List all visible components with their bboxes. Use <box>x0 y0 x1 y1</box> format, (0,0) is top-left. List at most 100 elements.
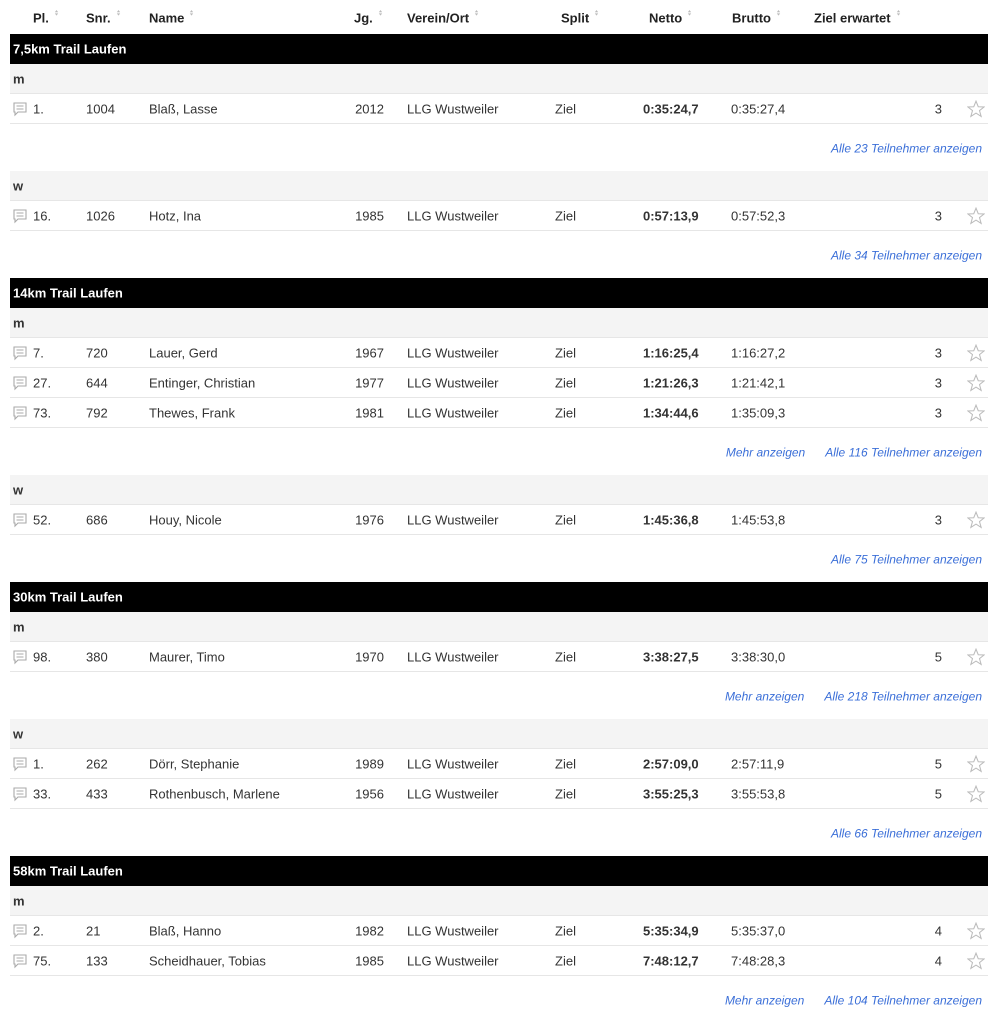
column-header[interactable]: Split <box>561 7 601 25</box>
show-more-link[interactable]: Alle 116 Teilnehmer anzeigen <box>825 445 982 459</box>
column-header[interactable]: Verein/Ort <box>407 7 481 25</box>
comment-icon[interactable] <box>12 953 28 969</box>
comment-icon[interactable] <box>12 512 28 528</box>
cell: Blaß, Hanno <box>149 923 222 938</box>
show-more-link[interactable]: Mehr anzeigen <box>725 445 806 459</box>
comment-icon[interactable] <box>12 208 28 224</box>
show-more-link[interactable]: Alle 66 Teilnehmer anzeigen <box>831 826 982 840</box>
cell: 75. <box>33 953 52 968</box>
group-row: w <box>10 171 988 201</box>
comment-icon[interactable] <box>12 101 28 117</box>
cell: 1:21:42,1 <box>731 375 786 390</box>
comment-icon[interactable] <box>12 786 28 802</box>
cell: 1956 <box>355 786 384 801</box>
links-row: Alle 23 Teilnehmer anzeigen <box>10 124 988 171</box>
sort-icon[interactable] <box>376 7 385 18</box>
comment-icon[interactable] <box>12 923 28 939</box>
race-title: 7,5km Trail Laufen <box>13 41 127 57</box>
cell: Rothenbusch, Marlene <box>149 786 280 801</box>
cell: 5 <box>934 786 942 801</box>
links: Mehr anzeigen Alle 218 Teilnehmer anzeige… <box>705 688 982 703</box>
sort-icon[interactable] <box>472 7 481 18</box>
cell: 98. <box>33 649 52 664</box>
cell: Ziel <box>555 405 576 420</box>
column-header[interactable]: Snr. <box>86 7 123 25</box>
links-row: Alle 66 Teilnehmer anzeigen <box>10 809 988 856</box>
cell: 1:45:36,8 <box>643 512 699 527</box>
race-bar: 58km Trail Laufen <box>10 856 988 886</box>
show-more-link[interactable]: Alle 23 Teilnehmer anzeigen <box>831 141 982 155</box>
result-row: 73. 792 Thewes, Frank 1981 LLG Wustweiler Zie… <box>10 398 988 428</box>
cell: 2012 <box>355 101 384 116</box>
group-label: m <box>13 893 25 908</box>
favorite-star[interactable] <box>967 403 985 422</box>
comment-icon[interactable] <box>12 649 28 665</box>
show-more-link[interactable]: Alle 104 Teilnehmer anzeigen <box>824 993 982 1007</box>
column-header[interactable]: Ziel erwartet <box>814 7 903 25</box>
cell: 3 <box>934 208 942 223</box>
cell: 1985 <box>355 208 384 223</box>
result-row: 1. 262 Dörr, Stephanie 1989 LLG Wustweiler Zi… <box>10 749 988 779</box>
show-more-link[interactable]: Alle 75 Teilnehmer anzeigen <box>831 552 982 566</box>
favorite-star[interactable] <box>967 343 985 362</box>
cell: LLG Wustweiler <box>407 208 499 223</box>
cell: 1. <box>33 756 44 771</box>
result-row: 33. 433 Rothenbusch, Marlene 1956 LLG Wustwe… <box>10 779 988 809</box>
cell: Ziel <box>555 923 576 938</box>
cell: 1:35:09,3 <box>731 405 786 420</box>
cell: 433 <box>86 786 108 801</box>
comment-icon[interactable] <box>12 756 28 772</box>
show-more-link[interactable]: Mehr anzeigen <box>724 993 805 1007</box>
cell: 7. <box>33 345 44 360</box>
sort-icon[interactable] <box>592 7 601 18</box>
favorite-star[interactable] <box>967 754 985 773</box>
cell: LLG Wustweiler <box>407 375 499 390</box>
show-more-link[interactable]: Alle 218 Teilnehmer anzeigen <box>824 689 982 703</box>
group-label: w <box>13 726 24 741</box>
cell: LLG Wustweiler <box>407 649 499 664</box>
column-header[interactable]: Pl. <box>33 7 61 25</box>
cell: 1026 <box>86 208 115 223</box>
links-row: Mehr anzeigen Alle 218 Teilnehmer anzeige… <box>10 672 988 719</box>
favorite-star[interactable] <box>967 647 985 666</box>
sort-icon[interactable] <box>774 7 783 18</box>
favorite-star[interactable] <box>967 206 985 225</box>
sort-icon[interactable] <box>187 7 196 18</box>
favorite-star[interactable] <box>967 99 985 118</box>
cell: 0:57:52,3 <box>731 208 786 223</box>
cell: 1982 <box>355 923 384 938</box>
sort-icon[interactable] <box>894 7 903 18</box>
favorite-star[interactable] <box>967 373 985 392</box>
comment-icon[interactable] <box>12 375 28 391</box>
cell: 1:16:25,4 <box>643 345 699 360</box>
result-row: 27. 644 Entinger, Christian 1977 LLG Wustwei… <box>10 368 988 398</box>
cell: 33. <box>33 786 52 801</box>
cell: 3 <box>934 512 942 527</box>
cell: 3 <box>934 375 942 390</box>
comment-icon[interactable] <box>12 405 28 421</box>
sort-icon[interactable] <box>114 7 123 18</box>
cell: 0:35:24,7 <box>643 101 699 116</box>
favorite-star[interactable] <box>967 510 985 529</box>
comment-icon[interactable] <box>12 345 28 361</box>
favorite-star[interactable] <box>967 921 985 940</box>
group-label: m <box>13 315 25 330</box>
cell: Maurer, Timo <box>149 649 225 664</box>
show-more-link[interactable]: Mehr anzeigen <box>724 689 805 703</box>
cell: 4 <box>934 923 942 938</box>
column-header[interactable]: Brutto <box>732 7 783 25</box>
column-header[interactable]: Jg. <box>354 7 385 25</box>
cell: 792 <box>86 405 108 420</box>
column-header[interactable]: Name <box>149 7 196 25</box>
sort-icon[interactable] <box>52 7 61 18</box>
show-more-link[interactable]: Alle 34 Teilnehmer anzeigen <box>831 248 982 262</box>
column-header[interactable]: Netto <box>649 7 694 25</box>
favorite-star[interactable] <box>967 951 985 970</box>
favorite-star[interactable] <box>967 784 985 803</box>
cell: 5 <box>934 756 942 771</box>
cell: LLG Wustweiler <box>407 101 499 116</box>
cell: 1989 <box>355 756 384 771</box>
sort-icon[interactable] <box>685 7 694 18</box>
cell: 262 <box>86 756 108 771</box>
cell: 1:21:26,3 <box>643 375 699 390</box>
